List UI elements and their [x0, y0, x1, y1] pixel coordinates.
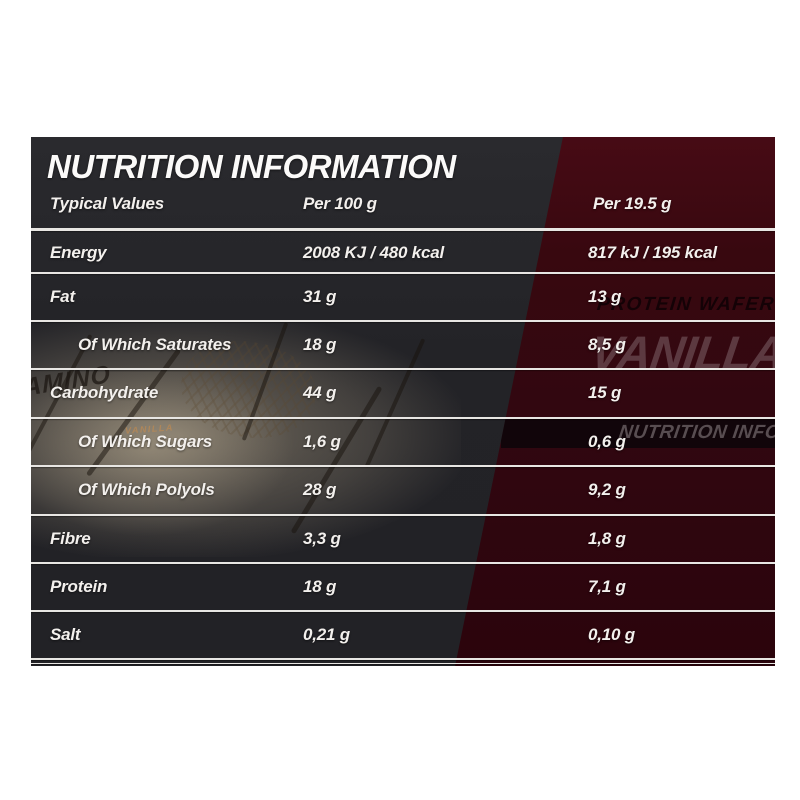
- row-value-per19: 9,2 g: [588, 480, 626, 499]
- row-label: Carbohydrate: [50, 383, 159, 402]
- row-value-per19: 7,1 g: [588, 577, 626, 596]
- row-value-per100: 2008 KJ / 480 kcal: [303, 243, 445, 262]
- row-value-per100: 31 g: [303, 287, 337, 306]
- row-divider: [31, 562, 775, 564]
- column-header-per-100g: Per 100 g: [303, 194, 377, 213]
- row-divider: [31, 368, 775, 370]
- row-value-per100: 3,3 g: [303, 529, 341, 548]
- column-header-per-19g: Per 19.5 g: [593, 194, 672, 213]
- row-value-per19: 0,6 g: [588, 432, 626, 451]
- column-header-typical-values: Typical Values: [50, 194, 165, 213]
- row-label: Of Which Sugars: [78, 432, 212, 451]
- row-value-per19: 817 kJ / 195 kcal: [588, 243, 717, 262]
- bottom-divider-secondary: [31, 662, 775, 664]
- watermark-protein-wafer: PROTEIN WAFER: [595, 294, 775, 315]
- package-bright-patch: [31, 372, 296, 537]
- row-divider: [31, 320, 775, 322]
- row-label: Fibre: [50, 529, 91, 548]
- row-divider: [31, 514, 775, 516]
- row-value-per100: 0,21 g: [303, 625, 350, 644]
- watermark-nutrition-info: NUTRITION INFO: [617, 422, 775, 443]
- row-value-per19: 13 g: [588, 287, 622, 306]
- nutrition-info-band: [501, 417, 775, 448]
- row-value-per19: 8,5 g: [588, 335, 626, 354]
- row-value-per19: 0,10 g: [588, 625, 635, 644]
- row-value-per100: 1,6 g: [303, 432, 341, 451]
- row-divider: [31, 610, 775, 612]
- row-label: Salt: [50, 625, 81, 644]
- nutrition-panel: PROTEIN WAFER VANILLA NUTRITION INFO AMI…: [31, 137, 775, 666]
- row-label: Fat: [50, 287, 75, 306]
- row-label: Energy: [50, 243, 107, 262]
- bottom-divider-primary: [31, 658, 775, 660]
- row-value-per19: 1,8 g: [588, 529, 626, 548]
- row-value-per100: 18 g: [303, 577, 337, 596]
- row-value-per100: 28 g: [303, 480, 337, 499]
- header-divider: [31, 228, 775, 231]
- row-divider: [31, 272, 775, 274]
- row-label: Protein: [50, 577, 108, 596]
- row-value-per19: 15 g: [588, 383, 622, 402]
- row-divider: [31, 465, 775, 467]
- row-label: Of Which Saturates: [78, 335, 232, 354]
- row-value-per100: 18 g: [303, 335, 337, 354]
- row-label: Of Which Polyols: [78, 480, 215, 499]
- row-value-per100: 44 g: [303, 383, 337, 402]
- page-title: NUTRITION INFORMATION: [47, 148, 456, 185]
- row-divider: [31, 417, 775, 419]
